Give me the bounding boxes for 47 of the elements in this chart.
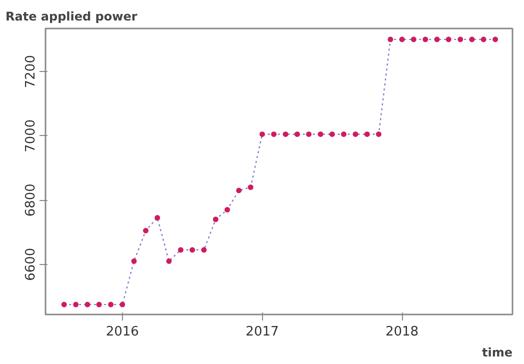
point <box>294 131 300 137</box>
point <box>271 131 277 137</box>
point <box>282 131 288 137</box>
y-tick-label: 6800 <box>24 184 38 217</box>
point <box>388 36 394 42</box>
point <box>376 131 382 137</box>
point <box>96 302 102 308</box>
chart-title: Rate applied power <box>6 10 138 24</box>
point <box>178 247 184 253</box>
point <box>166 258 172 264</box>
point <box>224 206 230 212</box>
point <box>318 131 324 137</box>
point <box>190 247 196 253</box>
point <box>410 36 416 42</box>
point <box>248 184 254 190</box>
x-tick-label: 2016 <box>106 324 139 340</box>
point <box>492 36 498 42</box>
point <box>108 302 114 308</box>
point <box>61 302 67 308</box>
x-tick-label: 2017 <box>246 324 279 340</box>
point <box>399 36 405 42</box>
point <box>306 131 312 137</box>
y-tick-label: 6600 <box>24 248 38 281</box>
point <box>434 36 440 42</box>
point <box>340 131 346 137</box>
point <box>201 247 207 253</box>
point <box>352 131 358 137</box>
point <box>236 188 242 194</box>
point <box>84 302 90 308</box>
point <box>469 36 475 42</box>
x-axis-title: time <box>482 346 513 360</box>
point <box>458 36 464 42</box>
point <box>143 228 148 234</box>
point <box>480 36 486 42</box>
point <box>446 36 452 42</box>
point <box>120 302 126 308</box>
y-tick-label: 7200 <box>24 55 38 88</box>
point <box>212 216 218 222</box>
point <box>73 302 79 308</box>
point <box>154 215 160 221</box>
y-tick-label: 7000 <box>24 119 38 152</box>
point <box>364 131 370 137</box>
point <box>131 258 137 264</box>
x-tick-label: 2018 <box>386 324 419 340</box>
point <box>422 36 428 42</box>
point <box>259 131 265 137</box>
point <box>329 131 335 137</box>
